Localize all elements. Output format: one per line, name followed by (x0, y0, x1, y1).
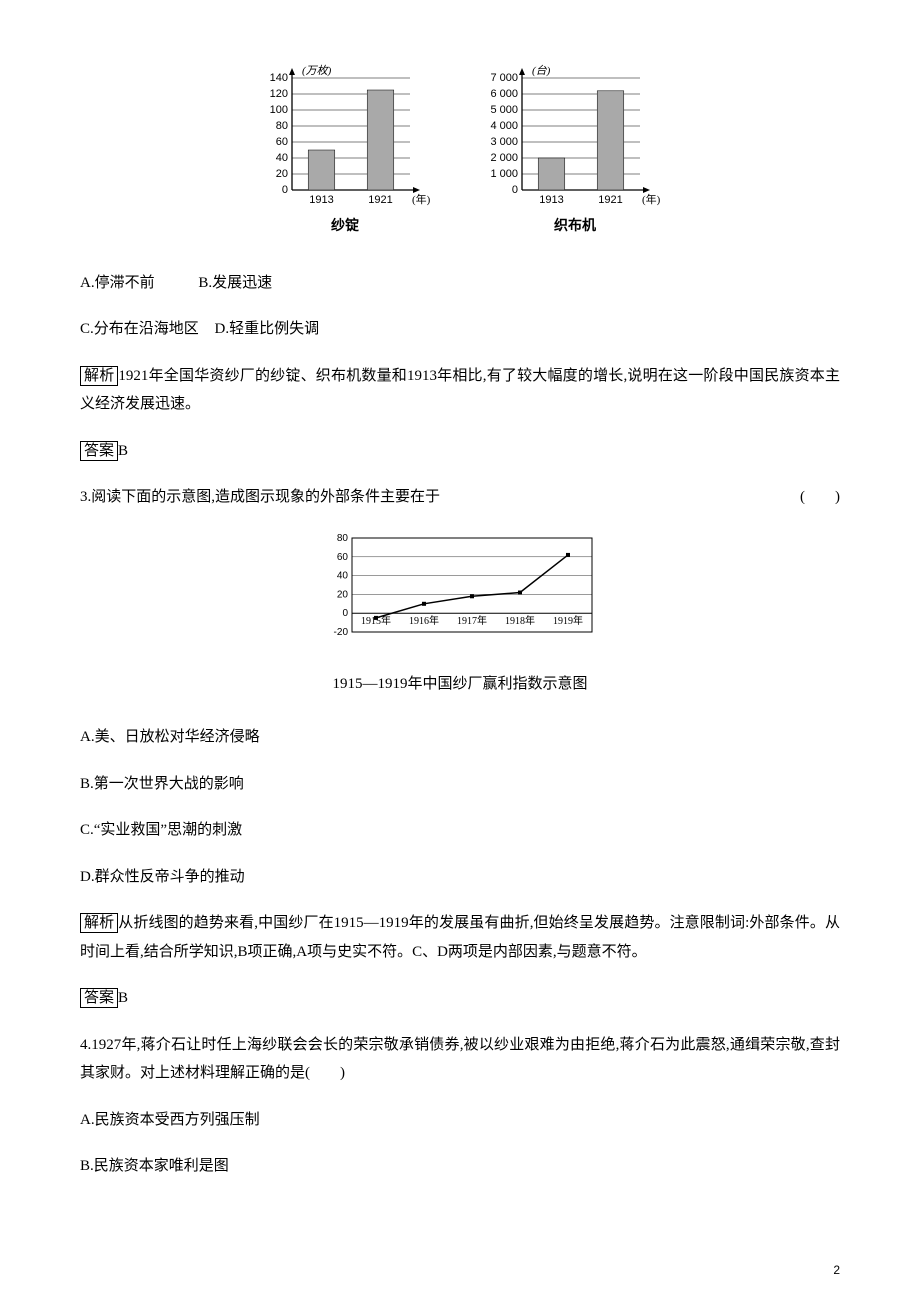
svg-text:2 000: 2 000 (490, 152, 518, 164)
bar-chart-looms: 0 1 000 2 000 3 000 4 000 5 000 6 000 7 000 1913… (480, 60, 670, 239)
svg-text:3 000: 3 000 (490, 136, 518, 148)
q3-analysis: 解析从折线图的趋势来看,中国纱厂在1915—1919年的发展虽有曲折,但始终呈发… (80, 909, 840, 966)
q2-analysis-text: 1921年全国华资纱厂的纱锭、织布机数量和1913年相比,有了较大幅度的增长,说… (80, 368, 840, 413)
line-chart: -200204060801915年1916年1917年1918年1919年 (320, 530, 600, 650)
q3-option-d: D.群众性反帝斗争的推动 (80, 863, 840, 892)
svg-text:140: 140 (270, 72, 288, 84)
svg-text:120: 120 (270, 88, 288, 100)
svg-text:4 000: 4 000 (490, 120, 518, 132)
line-chart-caption: 1915—1919年中国纱厂赢利指数示意图 (80, 670, 840, 699)
svg-text:-20: -20 (334, 627, 349, 638)
q2-option-c: C.分布在沿海地区 (80, 315, 199, 344)
svg-text:40: 40 (337, 570, 349, 581)
svg-text:(年): (年) (642, 192, 661, 206)
q2-option-d: D.轻重比例失调 (215, 315, 320, 344)
line-chart-wrap: -200204060801915年1916年1917年1918年1919年 (80, 530, 840, 650)
svg-text:1916年: 1916年 (409, 614, 439, 627)
q2-options-row1: A.停滞不前 B.发展迅速 (80, 269, 840, 298)
top-charts-row: 0 20 40 60 80 100 120 140 1913 1921 (万枚) (年) 纱锭 0 1 … (80, 60, 840, 239)
chart1-bottom-label: 纱锭 (331, 212, 359, 239)
q3-stem-row: 3.阅读下面的示意图,造成图示现象的外部条件主要在于 ( ) (80, 483, 840, 512)
svg-text:60: 60 (276, 136, 288, 148)
page-number: 2 (833, 1259, 840, 1282)
answer-label: 答案 (80, 988, 118, 1008)
q2-answer: 答案B (80, 437, 840, 466)
q2-options-row2: C.分布在沿海地区 D.轻重比例失调 (80, 315, 840, 344)
q2-option-a: A.停滞不前 (80, 269, 155, 298)
svg-text:6 000: 6 000 (490, 88, 518, 100)
svg-text:1913: 1913 (309, 194, 333, 206)
svg-text:0: 0 (512, 184, 518, 196)
svg-text:1913: 1913 (539, 194, 563, 206)
q3-option-b: B.第一次世界大战的影响 (80, 770, 840, 799)
svg-text:7 000: 7 000 (490, 72, 518, 84)
q4-stem: 4.1927年,蒋介石让时任上海纱联会会长的荣宗敬承销债券,被以纱业艰难为由拒绝… (80, 1031, 840, 1088)
bar-chart-spindles: 0 20 40 60 80 100 120 140 1913 1921 (万枚) (年) 纱锭 (250, 60, 440, 239)
q2-analysis: 解析1921年全国华资纱厂的纱锭、织布机数量和1913年相比,有了较大幅度的增长… (80, 362, 840, 419)
svg-text:1918年: 1918年 (505, 614, 535, 627)
svg-text:1 000: 1 000 (490, 168, 518, 180)
svg-text:100: 100 (270, 104, 288, 116)
answer-label: 答案 (80, 441, 118, 461)
analysis-label: 解析 (80, 366, 118, 386)
q4-option-a: A.民族资本受西方列强压制 (80, 1106, 840, 1135)
svg-text:0: 0 (282, 184, 288, 196)
svg-text:60: 60 (337, 551, 349, 562)
svg-text:80: 80 (276, 120, 288, 132)
svg-text:1917年: 1917年 (457, 614, 487, 627)
analysis-label: 解析 (80, 913, 118, 933)
svg-text:20: 20 (337, 589, 349, 600)
svg-text:1919年: 1919年 (553, 614, 583, 627)
q3-stem: 3.阅读下面的示意图,造成图示现象的外部条件主要在于 (80, 483, 440, 512)
svg-text:(万枚): (万枚) (302, 64, 332, 77)
svg-text:0: 0 (342, 608, 348, 619)
q3-option-c: C.“实业救国”思潮的刺激 (80, 816, 840, 845)
svg-text:20: 20 (276, 168, 288, 180)
svg-text:40: 40 (276, 152, 288, 164)
q2-option-b: B.发展迅速 (198, 269, 272, 298)
q3-option-a: A.美、日放松对华经济侵略 (80, 723, 840, 752)
svg-text:1921: 1921 (598, 194, 622, 206)
q3-paren: ( ) (800, 483, 840, 512)
q4-option-b: B.民族资本家唯利是图 (80, 1152, 840, 1181)
chart2-bottom-label: 织布机 (554, 212, 596, 239)
q2-answer-value: B (118, 443, 128, 459)
svg-text:(台): (台) (532, 64, 551, 77)
svg-text:80: 80 (337, 533, 349, 544)
svg-text:5 000: 5 000 (490, 104, 518, 116)
q3-answer-value: B (118, 990, 128, 1006)
q3-answer: 答案B (80, 984, 840, 1013)
svg-text:1921: 1921 (368, 194, 392, 206)
svg-text:(年): (年) (412, 192, 431, 206)
q3-analysis-text: 从折线图的趋势来看,中国纱厂在1915—1919年的发展虽有曲折,但始终呈发展趋… (80, 915, 840, 960)
